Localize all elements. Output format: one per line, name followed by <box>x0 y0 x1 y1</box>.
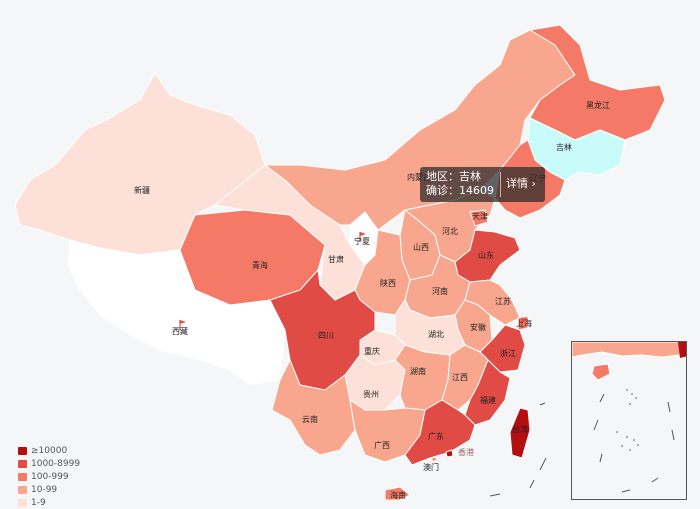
province-taiwan[interactable] <box>509 407 531 459</box>
map-legend: ≥10000 1000-8999 100-999 10-99 1-9 <box>18 444 80 509</box>
legend-item[interactable]: 1000-8999 <box>18 457 80 470</box>
tooltip-confirmed-value: 14609 <box>459 184 494 197</box>
province-xizang[interactable] <box>67 239 286 386</box>
tooltip-detail-link[interactable]: 详情 › <box>506 177 536 191</box>
tooltip-region-value: 吉林 <box>459 170 481 183</box>
flag-icon <box>521 318 528 328</box>
label-macau: 澳门 <box>423 462 439 472</box>
legend-label: 1-9 <box>31 497 46 508</box>
legend-item[interactable]: 100-999 <box>18 470 80 483</box>
tooltip-region-row: 地区：吉林 <box>426 170 494 184</box>
legend-item[interactable]: 1-9 <box>18 496 80 509</box>
legend-label: 100-999 <box>31 471 69 482</box>
legend-swatch <box>18 446 27 455</box>
tooltip-confirmed-label: 确诊： <box>426 184 459 197</box>
province-macau[interactable] <box>431 456 437 462</box>
chevron-right-icon: › <box>531 177 536 190</box>
tooltip-divider <box>500 172 501 197</box>
legend-item[interactable]: ≥10000 <box>18 444 80 457</box>
province-shanghai[interactable] <box>517 315 529 331</box>
flag-icon <box>359 232 366 242</box>
legend-item[interactable]: 10-99 <box>18 483 80 496</box>
province-shaanxi[interactable] <box>354 229 411 316</box>
flag-icon <box>179 320 186 330</box>
region-tooltip: 地区：吉林 确诊：14609 详情 › <box>420 167 545 202</box>
legend-swatch <box>18 472 27 481</box>
legend-label: 1000-8999 <box>31 458 81 469</box>
province-neimenggu[interactable] <box>264 29 576 231</box>
tooltip-region-label: 地区： <box>426 170 459 183</box>
legend-label: ≥10000 <box>31 445 68 456</box>
south-china-sea-inset <box>571 341 687 500</box>
legend-swatch <box>18 485 27 494</box>
province-guangdong[interactable] <box>404 399 476 466</box>
tooltip-detail-label: 详情 <box>506 177 528 190</box>
province-hongkong[interactable] <box>445 449 454 458</box>
tooltip-confirmed-row: 确诊：14609 <box>426 184 494 198</box>
province-hainan[interactable] <box>384 486 411 500</box>
sea-boundary <box>489 402 547 497</box>
label-hongkong: 香港 <box>458 447 474 457</box>
legend-label: 10-99 <box>31 484 58 495</box>
legend-swatch <box>18 459 27 468</box>
province-tianjin[interactable] <box>469 209 489 227</box>
